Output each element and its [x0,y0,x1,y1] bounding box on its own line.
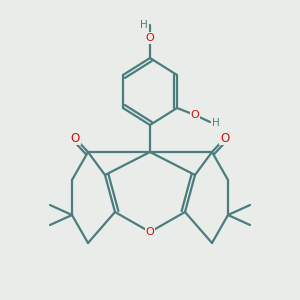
Text: O: O [70,131,80,145]
Text: O: O [190,110,200,120]
Text: O: O [146,227,154,237]
Text: O: O [146,33,154,43]
Text: H: H [212,118,220,128]
Text: O: O [220,131,230,145]
Text: H: H [140,20,148,30]
